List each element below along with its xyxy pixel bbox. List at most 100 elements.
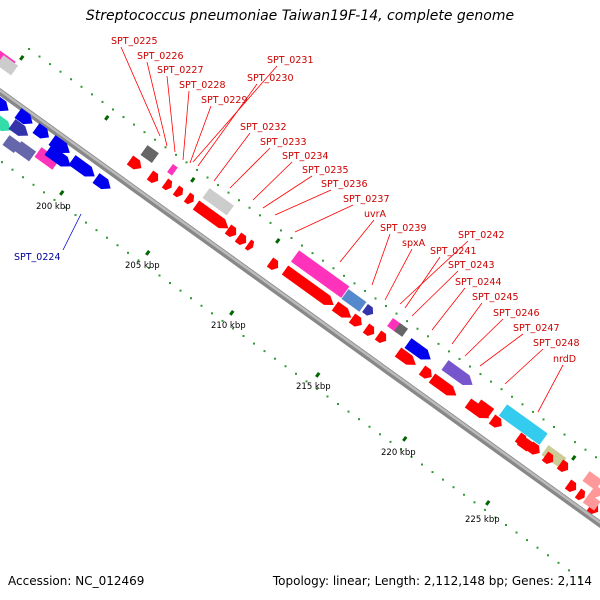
tick-outer: [500, 388, 503, 391]
tick-outer: [59, 70, 62, 73]
tick-inner: [242, 335, 245, 337]
tick-outer: [196, 168, 198, 171]
tick-inner: [526, 539, 528, 542]
label-leader: [146, 61, 168, 147]
tick-inner: [179, 289, 182, 292]
gene-navy: [362, 303, 374, 316]
tick-inner: [515, 531, 518, 534]
gene-red: [541, 451, 554, 464]
tick-outer: [374, 297, 377, 300]
gene-purple: [441, 360, 473, 386]
tick-inner: [305, 380, 308, 383]
tick-outer: [458, 357, 461, 360]
major-tick: [229, 310, 235, 316]
tick-outer: [511, 395, 513, 398]
scale-label-210: 210 kbp: [211, 321, 246, 331]
gene-pink: [582, 471, 600, 491]
gene-red: [172, 185, 184, 198]
tick-inner: [95, 229, 98, 232]
tick-outer: [238, 199, 240, 202]
label-leader: [229, 147, 271, 189]
gene-red: [362, 323, 375, 336]
label-leader: [339, 219, 375, 263]
gene-red: [331, 301, 352, 318]
gene-teal: [0, 115, 11, 132]
gene-label: spxA: [402, 238, 426, 249]
label-leader: [399, 240, 469, 305]
gene-label: SPT_0225: [111, 36, 158, 47]
gene-label: SPT_0228: [179, 80, 226, 91]
tick-outer: [248, 206, 251, 209]
tick-outer: [38, 55, 41, 58]
gene-red: [146, 170, 159, 183]
major-tick: [315, 372, 321, 378]
tick-outer: [280, 229, 282, 232]
tick-outer: [574, 441, 576, 444]
tick-inner: [211, 312, 213, 315]
gene-khaki: [541, 445, 567, 468]
gene-red: [394, 347, 416, 365]
genes-left-group: [0, 50, 111, 190]
tick-outer: [290, 237, 293, 239]
tick-inner: [578, 576, 581, 579]
tick-inner: [568, 569, 570, 572]
gene-label: SPT_0232: [240, 122, 287, 133]
tick-outer: [259, 214, 261, 217]
gene-red: [161, 178, 173, 191]
gene-lightgray: [202, 188, 234, 216]
gene-gray: [140, 145, 159, 164]
tick-outer: [395, 312, 398, 315]
gene-label: SPT_0237: [343, 194, 390, 205]
gene-red: [126, 155, 142, 170]
gene-blue: [0, 95, 9, 112]
tick-outer: [322, 259, 324, 262]
major-tick: [485, 500, 491, 506]
tick-inner: [494, 516, 497, 519]
gene-label: SPT_0246: [493, 308, 540, 319]
tick-outer: [112, 108, 114, 111]
tick-outer: [143, 131, 146, 134]
gene-blue: [14, 108, 33, 125]
major-tick: [275, 238, 281, 244]
tick-outer: [490, 380, 492, 383]
label-leader: [166, 75, 176, 153]
scale-label-225: 225 kbp: [465, 515, 500, 525]
tick-inner: [295, 372, 297, 375]
tick-inner: [337, 403, 339, 406]
gene-label: SPT_0235: [302, 165, 349, 176]
tick-outer: [154, 138, 156, 141]
gene-blue: [32, 123, 49, 139]
gene-red: [564, 479, 577, 492]
gene-label: SPT_0230: [247, 73, 294, 84]
tick-outer: [206, 176, 209, 179]
gene-steel: [341, 289, 367, 312]
gene-red: [428, 373, 457, 396]
tick-inner: [442, 478, 444, 481]
scale-label-215: 215 kbp: [296, 382, 331, 392]
tick-inner: [232, 327, 234, 330]
tick-inner: [389, 440, 392, 443]
tick-outer: [385, 305, 387, 308]
major-tick: [104, 114, 110, 121]
label-leader: [274, 189, 332, 216]
label-leader: [537, 364, 564, 413]
gene-cyan: [498, 404, 548, 445]
gene-red: [526, 441, 540, 455]
tick-outer: [133, 123, 135, 126]
gene-label: SPT_0244: [455, 277, 502, 288]
tick-inner: [284, 365, 287, 368]
gene-red: [348, 313, 362, 327]
major-tick: [19, 55, 25, 61]
tick-inner: [169, 282, 171, 285]
tick-inner: [11, 168, 14, 171]
gene-red: [266, 257, 279, 270]
tick-outer: [332, 267, 335, 270]
gene-magenta: [290, 250, 350, 298]
label-leader: [411, 270, 459, 317]
gene-red: [474, 399, 495, 418]
tick-outer: [49, 63, 51, 66]
label-leader: [479, 333, 524, 367]
tick-inner: [148, 266, 150, 269]
gene-lightgray: [0, 55, 19, 76]
major-tick: [59, 189, 65, 196]
